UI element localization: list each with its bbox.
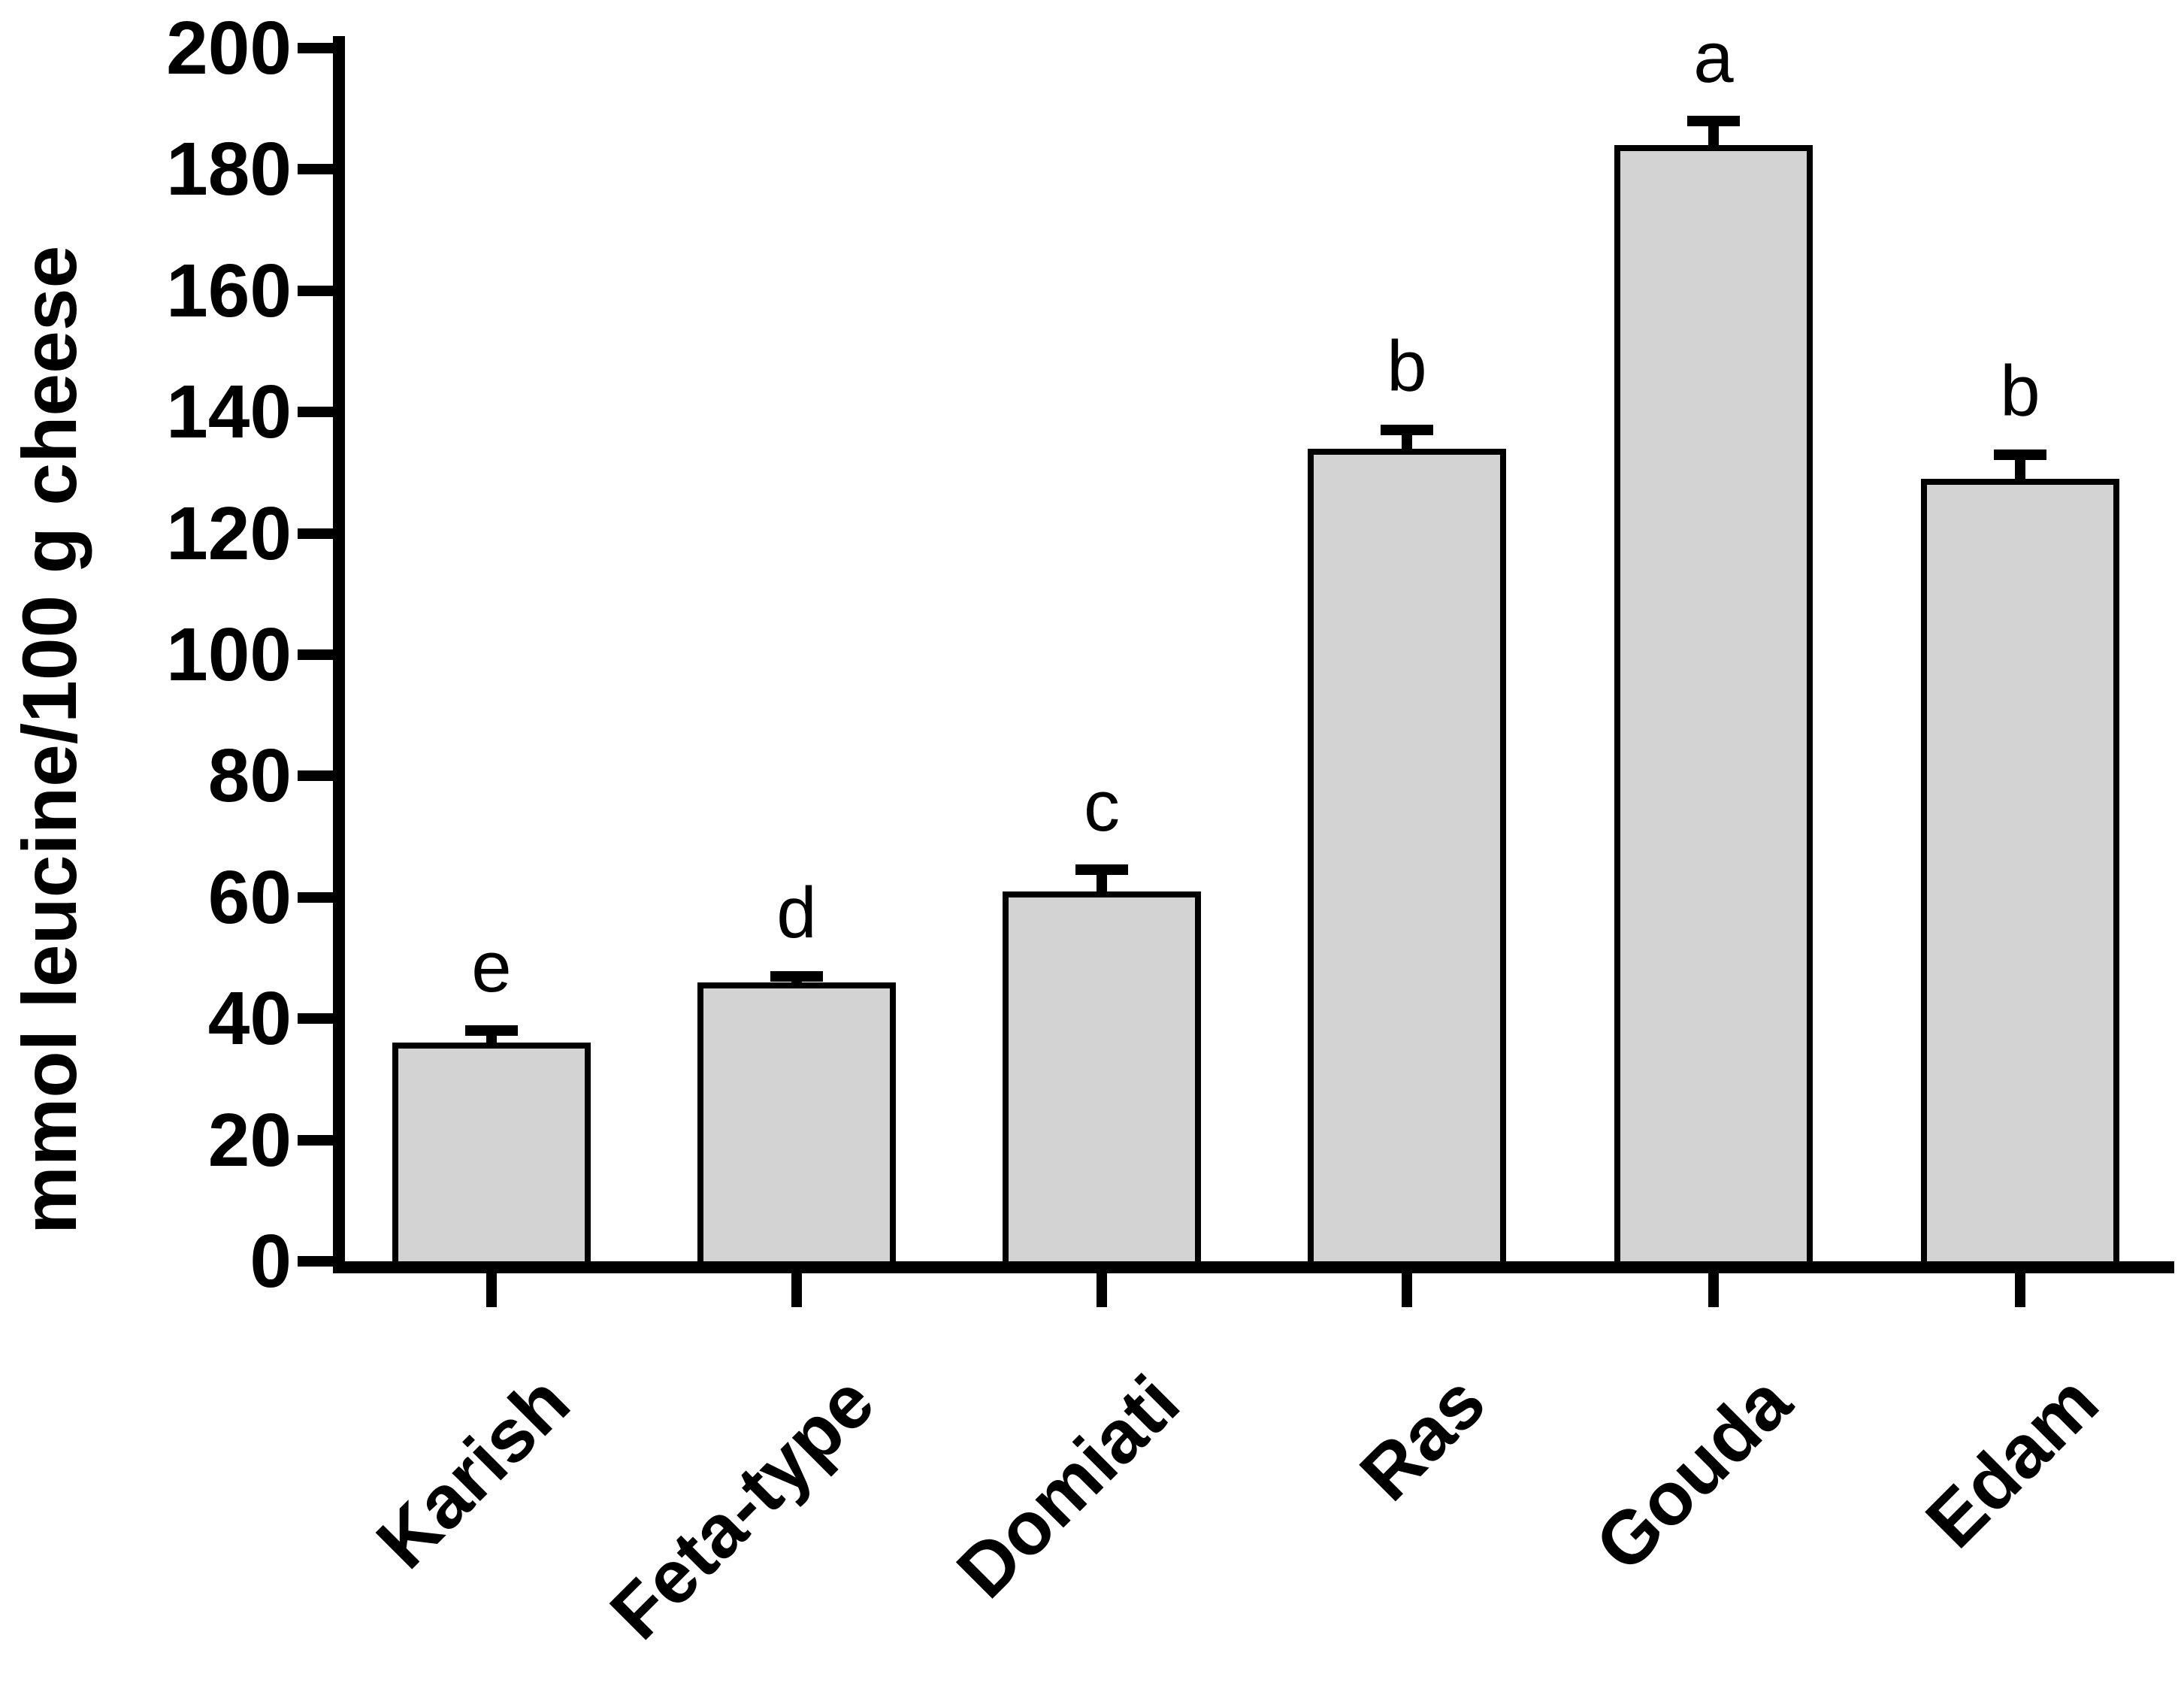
x-axis-label-gouda: Gouda [1579, 1359, 1807, 1588]
y-axis-tick-label: 60 [207, 855, 292, 940]
y-axis-tick [298, 407, 339, 418]
x-axis-tick-gouda [1708, 1273, 1719, 1307]
x-axis-label-ras: Ras [1343, 1359, 1501, 1517]
x-axis-label-domiati: Domiati [941, 1359, 1196, 1615]
error-bar-cap-feta-type [770, 970, 823, 982]
error-bar-stem-gouda [1708, 120, 1719, 150]
y-axis-tick [298, 1256, 339, 1267]
y-axis-tick-label: 180 [166, 127, 292, 212]
bar-edam [1921, 478, 2119, 1267]
y-axis-tick [298, 528, 339, 539]
significance-letter-karish: e [471, 927, 512, 1008]
x-axis-label-feta-type: Feta-type [594, 1359, 891, 1656]
y-axis-tick [298, 164, 339, 175]
x-axis-label-karish: Karish [360, 1359, 585, 1585]
significance-letter-feta-type: d [776, 872, 817, 953]
y-axis-tick [298, 891, 339, 903]
y-axis-tick-label: 80 [207, 734, 292, 819]
error-bar-stem-domiati [1097, 870, 1107, 896]
error-bar-cap-edam [1994, 449, 2046, 460]
y-axis-tick [298, 649, 339, 660]
y-axis-tick-label: 140 [166, 370, 292, 455]
significance-letter-ras: b [1387, 326, 1427, 407]
error-bar-stem-edam [2015, 454, 2025, 483]
x-axis-tick-ras [1402, 1273, 1412, 1307]
y-axis-line [333, 36, 345, 1273]
significance-letter-edam: b [2000, 350, 2040, 431]
x-axis-tick-feta-type [791, 1273, 802, 1307]
y-axis-tick-label: 200 [166, 6, 292, 90]
error-bar-cap-karish [465, 1025, 518, 1037]
significance-letter-domiati: c [1084, 766, 1120, 847]
y-axis-tick-label: 0 [250, 1219, 292, 1303]
y-axis-tick-label: 120 [166, 491, 292, 576]
x-axis-tick-karish [486, 1273, 497, 1307]
y-axis-tick [298, 1134, 339, 1146]
significance-letter-gouda: a [1693, 17, 1734, 98]
y-axis-tick-label: 100 [166, 613, 292, 697]
y-axis-tick-label: 40 [207, 976, 292, 1061]
error-bar-cap-ras [1381, 425, 1433, 436]
bar-gouda [1614, 145, 1813, 1267]
x-axis-line [333, 1261, 2174, 1273]
error-bar-cap-gouda [1687, 115, 1740, 126]
y-axis-tick-label: 160 [166, 248, 292, 333]
x-axis-tick-domiati [1097, 1273, 1107, 1307]
x-axis-label-edam: Edam [1910, 1359, 2114, 1564]
bar-ras [1308, 448, 1506, 1267]
y-axis-tick [298, 770, 339, 782]
x-axis-tick-edam [2015, 1273, 2025, 1307]
bar-karish [392, 1043, 591, 1267]
y-axis-tick-label: 20 [207, 1097, 292, 1182]
y-axis-tick [298, 285, 339, 296]
bar-domiati [1003, 891, 1201, 1267]
error-bar-cap-domiati [1075, 864, 1128, 876]
y-axis-tick [298, 1013, 339, 1025]
bar-feta-type [697, 982, 896, 1267]
error-bar-stem-ras [1402, 430, 1412, 453]
y-axis-tick [298, 43, 339, 53]
